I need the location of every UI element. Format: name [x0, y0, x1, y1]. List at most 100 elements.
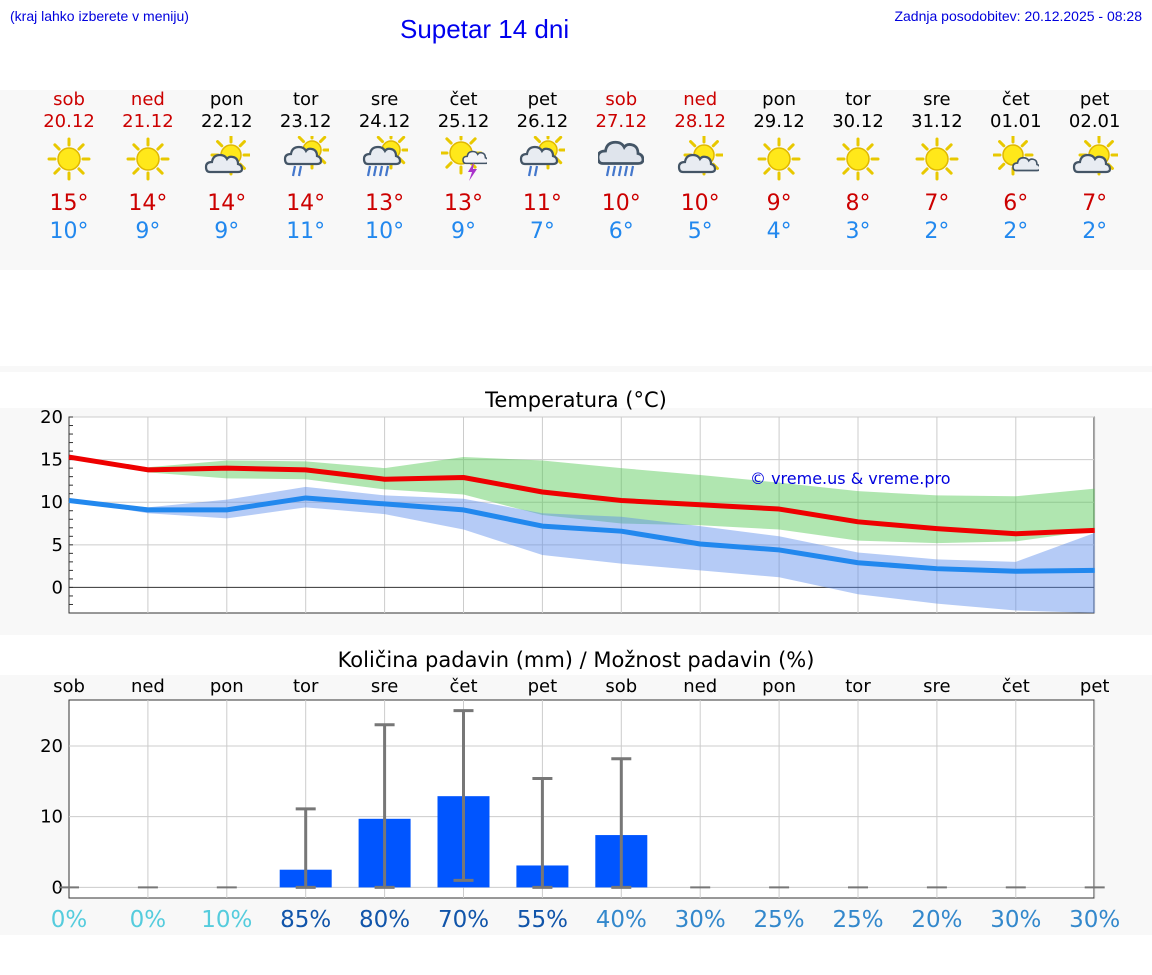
tmin-range-band: [69, 486, 1095, 613]
day-name: čet: [449, 89, 478, 110]
precipitation-probability: 20%: [911, 907, 962, 933]
max-temperature: 10°: [601, 191, 641, 216]
forecast-day: pet 26.12 11° 7°: [502, 89, 582, 246]
min-temperature: 9°: [214, 219, 240, 244]
day-name: sob: [53, 89, 85, 110]
day-date: 26.12: [516, 111, 569, 132]
tmax-range-band: [69, 457, 1095, 544]
min-temperature: 11°: [286, 219, 326, 244]
category-label: pon: [762, 676, 796, 697]
category-label: pet: [1080, 676, 1110, 697]
forecast-day: sob 20.12 15° 10°: [29, 89, 109, 246]
precipitation-probability: 25%: [754, 907, 805, 933]
forecast-day: ned 28.12 10° 5°: [660, 89, 740, 246]
max-temperature: 14°: [286, 191, 326, 216]
forecast-day: čet 25.12 13° 9°: [424, 89, 504, 246]
category-label: sre: [371, 676, 398, 697]
day-name: pon: [762, 89, 797, 110]
y-tick-label: 0: [52, 577, 63, 598]
category-label: ned: [131, 676, 165, 697]
min-temperature: 5°: [687, 219, 713, 244]
min-temperature: 4°: [766, 219, 792, 244]
error-bar: [532, 776, 553, 889]
day-date: 01.01: [990, 111, 1042, 132]
category-label: čet: [1002, 676, 1030, 697]
day-date: 21.12: [122, 111, 174, 132]
day-name: pet: [527, 89, 558, 110]
day-date: 23.12: [279, 111, 332, 132]
max-temperature: 8°: [845, 191, 871, 216]
day-date: 24.12: [358, 111, 411, 132]
min-temperature: 3°: [845, 219, 871, 244]
max-temperature: 7°: [924, 191, 950, 216]
category-label: tor: [845, 676, 871, 697]
sun-shape: [836, 137, 880, 181]
category-label: pon: [210, 676, 244, 697]
day-date: 20.12: [43, 111, 95, 132]
error-bar: [453, 709, 474, 882]
y-tick-label: 20: [40, 407, 63, 428]
weather-icon: [362, 130, 411, 177]
cloud-shape: [520, 145, 559, 166]
precipitation-probability: 30%: [1069, 907, 1120, 933]
last-updated: Zadnja posodobitev: 20.12.2025 - 08:28: [894, 8, 1142, 24]
watermark: © vreme.us & vreme.pro: [750, 469, 951, 488]
weather-icon: [126, 137, 170, 181]
max-temperature: 11°: [522, 191, 562, 216]
forecast-day: pon 29.12 9° 4°: [739, 89, 819, 246]
day-name: čet: [1001, 89, 1030, 110]
day-name: tor: [845, 89, 871, 110]
precipitation-probability: 70%: [438, 907, 489, 933]
min-temperature: 6°: [608, 219, 634, 244]
menu-hint: (kraj lahko izberete v meniju): [10, 8, 189, 24]
cloud-shape: [1072, 153, 1111, 174]
precipitation-probability: 25%: [832, 907, 883, 933]
y-tick-label: 10: [40, 492, 63, 513]
max-temperature: 14°: [128, 191, 168, 216]
day-date: 28.12: [674, 111, 726, 132]
y-tick-label: 20: [40, 736, 63, 757]
cloud-shape: [678, 153, 717, 174]
forecast-day: ned 21.12 14° 9°: [108, 89, 188, 246]
plot-area: [68, 699, 1095, 899]
day-name: sre: [370, 89, 399, 110]
weather-icon: [1072, 134, 1120, 176]
day-name: ned: [683, 89, 718, 110]
precipitation-probability: 0%: [51, 907, 88, 933]
category-label: ned: [683, 676, 717, 697]
forecast-day: sre 24.12 13° 10°: [345, 89, 425, 246]
tmax-line: [68, 454, 1095, 537]
precipitation-probability: 10%: [201, 907, 252, 933]
min-temperature: 7°: [529, 219, 555, 244]
forecast-band: [0, 90, 1152, 270]
weather-icon: [678, 134, 725, 176]
weather-icon: [520, 130, 568, 177]
forecast-day: čet 01.01 6° 2°: [976, 89, 1056, 246]
precipitation-chart: sob ned pon tor sre čet pet sob ned pon tor sre čet p…: [40, 676, 1120, 933]
error-bar: [611, 757, 632, 889]
forecast-day: tor 23.12 14° 11°: [266, 89, 346, 246]
weather-icon: [915, 137, 959, 181]
forecast-day: pet 02.01 7° 2°: [1055, 89, 1135, 246]
day-name: tor: [292, 89, 319, 110]
precipitation-probability: 30%: [990, 907, 1041, 933]
category-label: tor: [293, 676, 319, 697]
day-name: sre: [923, 89, 951, 110]
y-tick-label: 10: [40, 807, 63, 828]
min-temperature: 9°: [451, 219, 476, 244]
rain-shape: [291, 165, 302, 177]
divider: [0, 366, 1152, 372]
cloud-shape: [283, 145, 322, 166]
precipitation-probability: 80%: [359, 907, 410, 933]
min-temperature: 2°: [1003, 219, 1029, 244]
precipitation-chart-title: Količina padavin (mm) / Možnost padavin …: [337, 648, 815, 672]
error-bar: [295, 807, 316, 889]
day-date: 22.12: [201, 111, 253, 132]
page-title: Supetar 14 dni: [400, 14, 570, 44]
day-name: ned: [130, 89, 165, 110]
precipitation-probability: 0%: [130, 907, 167, 933]
day-date: 30.12: [832, 111, 884, 132]
temperature-chart-title: Temperatura (°C): [485, 388, 667, 412]
min-temperature: 10°: [365, 219, 405, 244]
max-temperature: 15°: [49, 191, 89, 216]
